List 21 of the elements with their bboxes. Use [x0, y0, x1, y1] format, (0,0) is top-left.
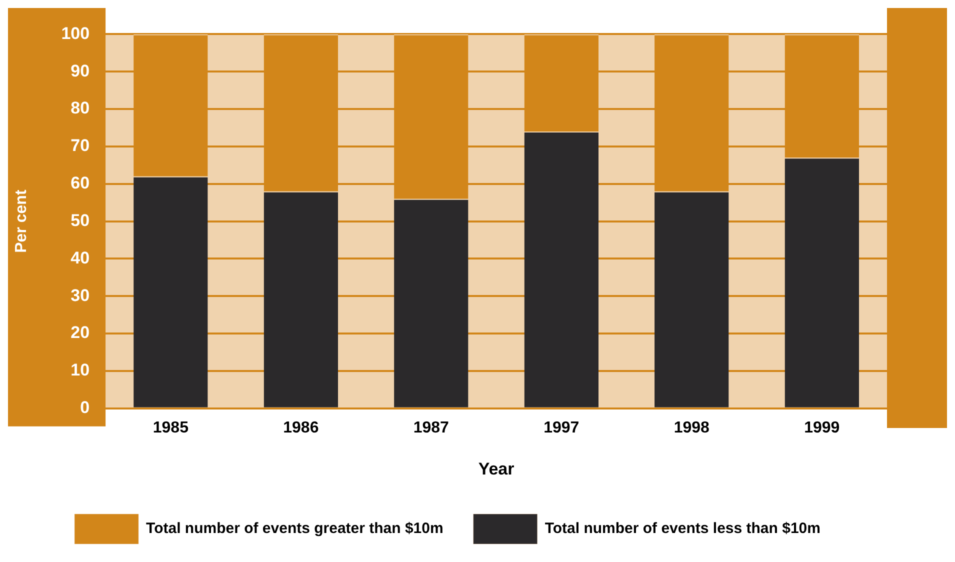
- y-tick-label: 50: [70, 210, 90, 230]
- y-tick-label: 40: [70, 248, 90, 268]
- y-tick-label: 10: [70, 360, 90, 380]
- y-tick-label: 30: [70, 286, 90, 305]
- x-tick-label: 1986: [283, 419, 319, 436]
- y-tick-label: 90: [70, 61, 90, 80]
- y-tick-label: 100: [61, 24, 90, 43]
- y-tick-label: 70: [70, 136, 90, 156]
- y-tick-label: 80: [70, 98, 90, 118]
- y-tick-label: 60: [70, 174, 90, 193]
- x-tick-label: 1999: [804, 419, 840, 436]
- legend-label: Total number of events less than $10m: [544, 520, 820, 538]
- legend-label: Total number of events greater than $10m: [146, 520, 444, 538]
- y-tick-label: 20: [70, 323, 90, 342]
- y-tick-label: 0: [80, 398, 90, 418]
- x-tick-label: 1998: [674, 419, 710, 436]
- x-tick-label: 1997: [544, 419, 580, 436]
- y-axis-title: Per cent: [13, 189, 30, 253]
- x-tick-label: 1985: [152, 419, 189, 436]
- x-axis-title: Year: [478, 459, 515, 478]
- x-tick-label: 1987: [413, 419, 450, 436]
